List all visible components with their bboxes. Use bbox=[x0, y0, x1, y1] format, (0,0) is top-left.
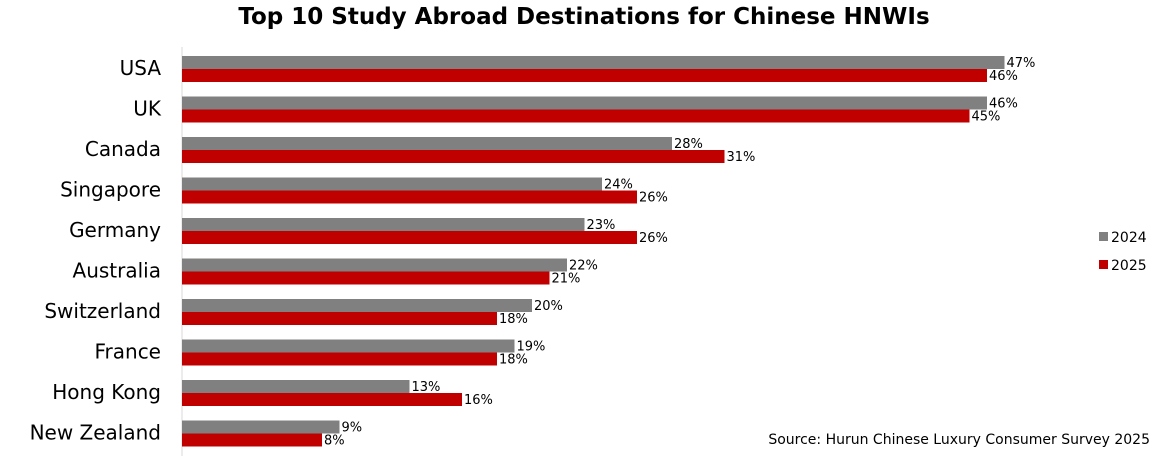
category-label: Canada bbox=[85, 137, 161, 161]
data-label: 47% bbox=[1007, 56, 1036, 71]
bar-2025 bbox=[182, 312, 497, 325]
category-label: Australia bbox=[73, 259, 161, 283]
bar-2025 bbox=[182, 109, 970, 123]
data-label: 9% bbox=[342, 421, 363, 436]
bar-2025 bbox=[182, 231, 637, 244]
bar-2025 bbox=[182, 150, 725, 163]
bar-2024 bbox=[182, 137, 672, 150]
chart-title: Top 10 Study Abroad Destinations for Chi… bbox=[238, 4, 930, 30]
data-label: 46% bbox=[989, 97, 1018, 112]
category-label: New Zealand bbox=[30, 421, 161, 445]
bar-2024 bbox=[182, 96, 987, 110]
data-label: 26% bbox=[639, 191, 668, 206]
bar-2025 bbox=[182, 69, 987, 82]
data-label: 21% bbox=[552, 272, 581, 287]
bar-2024 bbox=[182, 380, 410, 393]
bar-2024 bbox=[182, 56, 1005, 69]
bar-2025 bbox=[182, 190, 637, 204]
legend: 2024 2025 bbox=[1099, 230, 1147, 274]
category-label: France bbox=[94, 340, 161, 364]
data-label: 45% bbox=[972, 110, 1001, 125]
data-label: 22% bbox=[569, 259, 598, 274]
category-label: Germany bbox=[69, 218, 161, 242]
data-label: 20% bbox=[534, 299, 563, 314]
source-note: Source: Hurun Chinese Luxury Consumer Su… bbox=[768, 432, 1150, 448]
data-label: 26% bbox=[639, 231, 668, 246]
category-label: Switzerland bbox=[44, 299, 161, 323]
data-label: 24% bbox=[604, 178, 633, 193]
data-label: 8% bbox=[324, 434, 345, 449]
data-label: 23% bbox=[587, 218, 616, 233]
bar-2025 bbox=[182, 352, 497, 366]
data-label: 46% bbox=[989, 69, 1018, 84]
bar-2024 bbox=[182, 420, 340, 434]
category-label: UK bbox=[133, 97, 162, 121]
category-label: USA bbox=[120, 56, 162, 80]
legend-swatch bbox=[1099, 260, 1108, 269]
bar-2024 bbox=[182, 177, 602, 191]
bar-2025 bbox=[182, 393, 462, 406]
data-label: 28% bbox=[674, 137, 703, 152]
data-label: 16% bbox=[464, 393, 493, 408]
bar-2024 bbox=[182, 339, 515, 353]
bars-group: USA 47%46%UK 46%45%Canada 28%31%Singapore 24… bbox=[30, 56, 1036, 449]
data-label: 18% bbox=[499, 312, 528, 327]
bar-2024 bbox=[182, 218, 585, 231]
data-label: 18% bbox=[499, 353, 528, 368]
bar-2024 bbox=[182, 258, 567, 272]
category-label: Hong Kong bbox=[52, 380, 161, 404]
bar-2025 bbox=[182, 271, 550, 285]
legend-swatch bbox=[1099, 232, 1108, 241]
data-label: 19% bbox=[517, 340, 546, 355]
bar-2024 bbox=[182, 299, 532, 312]
legend-label: 2025 bbox=[1111, 258, 1147, 274]
bar-2025 bbox=[182, 433, 322, 447]
data-label: 31% bbox=[727, 150, 756, 165]
data-label: 13% bbox=[412, 380, 441, 395]
category-label: Singapore bbox=[60, 178, 161, 202]
legend-label: 2024 bbox=[1111, 230, 1147, 246]
